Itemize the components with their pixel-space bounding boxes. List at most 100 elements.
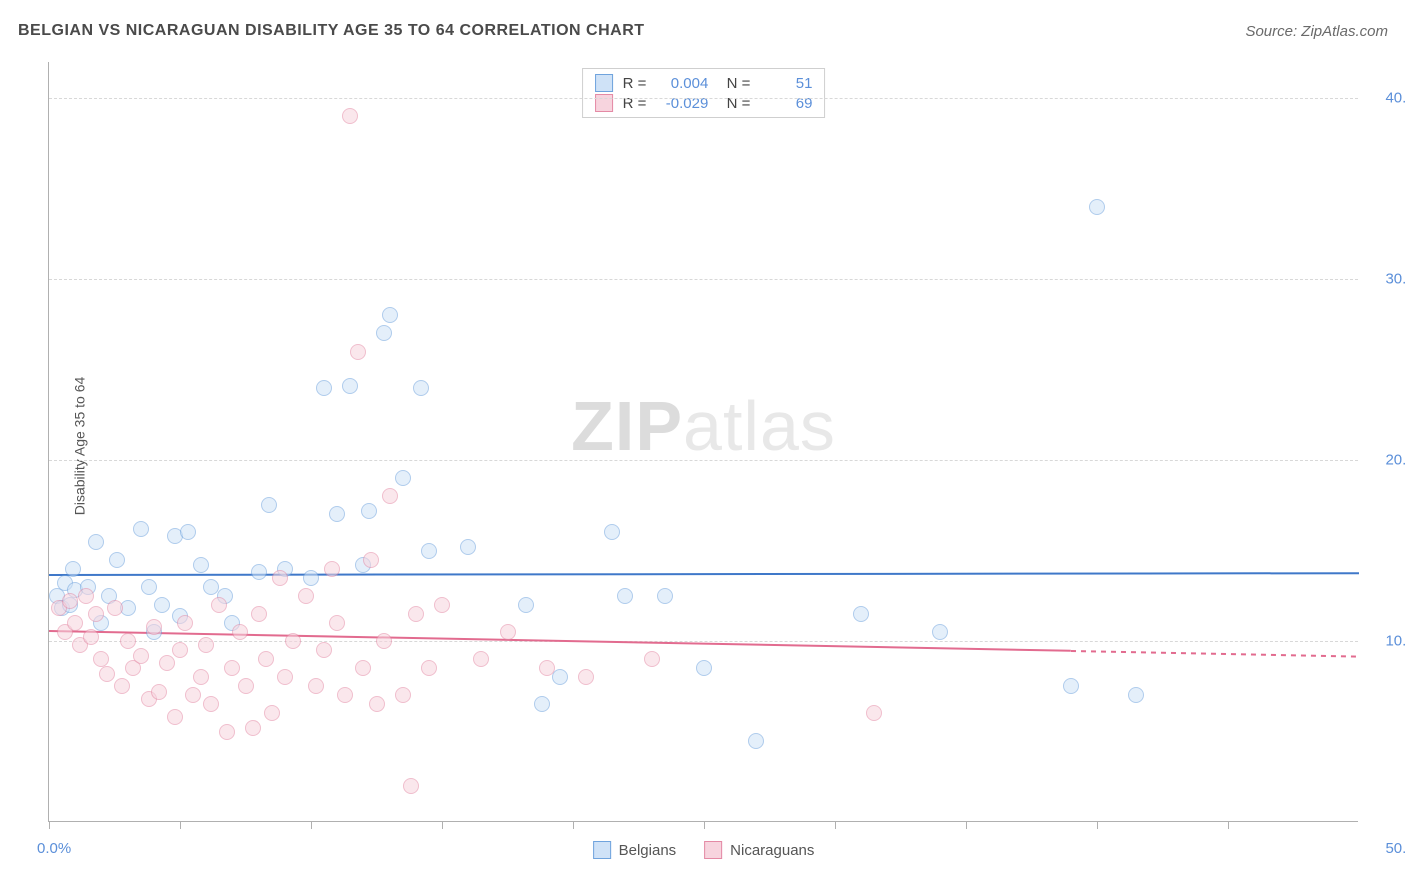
- data-point: [421, 660, 437, 676]
- swatch-belgians: [595, 74, 613, 92]
- scatter-plot: ZIPatlas 0.0% 50.0% R =0.004 N =51 R =-0…: [48, 62, 1358, 822]
- data-point: [1089, 199, 1105, 215]
- x-tick: [704, 821, 705, 829]
- data-point: [696, 660, 712, 676]
- data-point: [303, 570, 319, 586]
- data-point: [219, 724, 235, 740]
- data-point: [245, 720, 261, 736]
- gridline: [49, 98, 1358, 99]
- data-point: [369, 696, 385, 712]
- data-point: [83, 629, 99, 645]
- x-axis-max-label: 50.0%: [1368, 840, 1406, 857]
- data-point: [363, 552, 379, 568]
- data-point: [193, 669, 209, 685]
- source-label: Source: ZipAtlas.com: [1245, 23, 1388, 40]
- data-point: [141, 579, 157, 595]
- data-point: [272, 570, 288, 586]
- swatch-belgians-icon: [593, 841, 611, 859]
- data-point: [185, 687, 201, 703]
- data-point: [180, 524, 196, 540]
- data-point: [211, 597, 227, 613]
- y-tick-label: 20.0%: [1368, 452, 1406, 469]
- data-point: [120, 633, 136, 649]
- data-point: [534, 696, 550, 712]
- data-point: [261, 497, 277, 513]
- data-point: [376, 633, 392, 649]
- trend-line: [49, 572, 1359, 576]
- data-point: [932, 624, 948, 640]
- chart-title: BELGIAN VS NICARAGUAN DISABILITY AGE 35 …: [18, 22, 645, 40]
- data-point: [376, 325, 392, 341]
- data-point: [316, 642, 332, 658]
- x-tick: [442, 821, 443, 829]
- data-point: [500, 624, 516, 640]
- gridline: [49, 460, 1358, 461]
- data-point: [644, 651, 660, 667]
- data-point: [408, 606, 424, 622]
- data-point: [395, 687, 411, 703]
- data-point: [539, 660, 555, 676]
- data-point: [413, 380, 429, 396]
- data-point: [355, 660, 371, 676]
- data-point: [421, 543, 437, 559]
- data-point: [578, 669, 594, 685]
- x-tick: [49, 821, 50, 829]
- data-point: [133, 648, 149, 664]
- x-tick: [1228, 821, 1229, 829]
- data-point: [329, 506, 345, 522]
- data-point: [382, 307, 398, 323]
- stats-row-belgians: R =0.004 N =51: [595, 73, 813, 93]
- data-point: [604, 524, 620, 540]
- gridline: [49, 279, 1358, 280]
- data-point: [159, 655, 175, 671]
- data-point: [552, 669, 568, 685]
- data-point: [251, 564, 267, 580]
- data-point: [361, 503, 377, 519]
- data-point: [177, 615, 193, 631]
- trend-line: [1071, 650, 1359, 658]
- series-legend: Belgians Nicaraguans: [593, 841, 815, 859]
- data-point: [617, 588, 633, 604]
- data-point: [224, 660, 240, 676]
- data-point: [285, 633, 301, 649]
- data-point: [62, 593, 78, 609]
- data-point: [657, 588, 673, 604]
- data-point: [866, 705, 882, 721]
- data-point: [167, 709, 183, 725]
- data-point: [193, 557, 209, 573]
- data-point: [395, 470, 411, 486]
- data-point: [146, 619, 162, 635]
- data-point: [337, 687, 353, 703]
- data-point: [107, 600, 123, 616]
- stats-row-nicaraguans: R =-0.029 N =69: [595, 93, 813, 113]
- data-point: [382, 488, 398, 504]
- x-tick: [835, 821, 836, 829]
- x-tick: [966, 821, 967, 829]
- data-point: [78, 588, 94, 604]
- swatch-nicaraguans-icon: [704, 841, 722, 859]
- data-point: [258, 651, 274, 667]
- data-point: [298, 588, 314, 604]
- data-point: [403, 778, 419, 794]
- y-tick-label: 10.0%: [1368, 633, 1406, 650]
- data-point: [308, 678, 324, 694]
- data-point: [329, 615, 345, 631]
- x-tick: [311, 821, 312, 829]
- legend-label-belgians: Belgians: [619, 842, 677, 859]
- data-point: [67, 615, 83, 631]
- data-point: [65, 561, 81, 577]
- stats-legend: R =0.004 N =51 R =-0.029 N =69: [582, 68, 826, 118]
- data-point: [198, 637, 214, 653]
- legend-item-nicaraguans: Nicaraguans: [704, 841, 814, 859]
- data-point: [114, 678, 130, 694]
- legend-item-belgians: Belgians: [593, 841, 677, 859]
- data-point: [88, 534, 104, 550]
- x-tick: [1097, 821, 1098, 829]
- y-tick-label: 30.0%: [1368, 271, 1406, 288]
- data-point: [109, 552, 125, 568]
- data-point: [473, 651, 489, 667]
- x-axis-min-label: 0.0%: [37, 840, 71, 857]
- data-point: [434, 597, 450, 613]
- data-point: [1128, 687, 1144, 703]
- watermark: ZIPatlas: [571, 386, 836, 466]
